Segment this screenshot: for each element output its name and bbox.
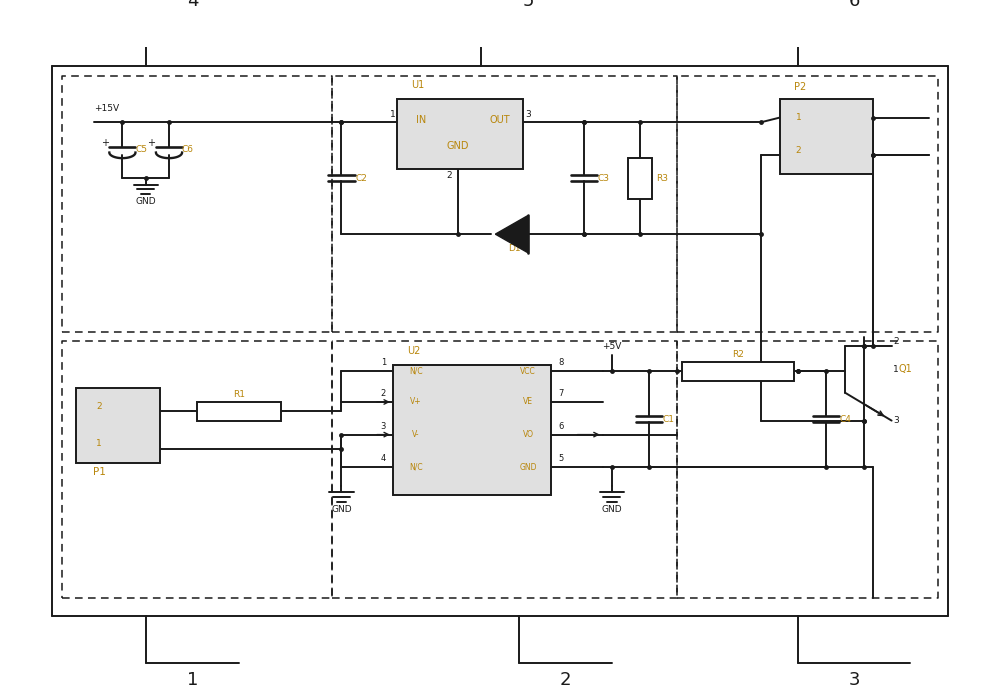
- Bar: [393, 365, 551, 495]
- Text: +: +: [147, 138, 155, 148]
- Text: VO: VO: [522, 430, 533, 439]
- Text: 7: 7: [558, 389, 563, 398]
- Text: 1: 1: [381, 359, 386, 368]
- Text: +: +: [101, 138, 109, 148]
- Text: 3: 3: [525, 111, 531, 120]
- Text: D1: D1: [508, 244, 520, 253]
- Text: 1: 1: [795, 113, 801, 122]
- Text: 4: 4: [381, 455, 386, 464]
- Text: 3: 3: [893, 416, 899, 425]
- Text: C3: C3: [597, 173, 609, 182]
- Text: 2: 2: [796, 146, 801, 155]
- Text: V-: V-: [412, 430, 420, 439]
- Text: GND: GND: [447, 140, 469, 151]
- Bar: [397, 99, 523, 169]
- Bar: [197, 402, 281, 421]
- Text: C6: C6: [182, 145, 194, 154]
- Text: GND: GND: [519, 463, 537, 472]
- Text: +15V: +15V: [94, 104, 120, 113]
- Text: C2: C2: [355, 173, 367, 182]
- Text: R3: R3: [656, 173, 668, 182]
- Text: GND: GND: [602, 504, 622, 513]
- Bar: [780, 99, 873, 173]
- Text: IN: IN: [416, 115, 426, 125]
- Text: 2: 2: [446, 171, 452, 180]
- Text: 1: 1: [187, 671, 198, 689]
- Text: VE: VE: [523, 397, 533, 406]
- Bar: [76, 388, 160, 462]
- Bar: [682, 362, 794, 381]
- Text: 6: 6: [558, 422, 563, 430]
- Text: 2: 2: [381, 389, 386, 398]
- Text: C4: C4: [840, 415, 852, 424]
- Text: 8: 8: [558, 359, 563, 368]
- Text: Q1: Q1: [899, 364, 912, 375]
- Text: N/C: N/C: [409, 463, 423, 472]
- Text: 1: 1: [390, 111, 396, 120]
- Text: R2: R2: [732, 350, 744, 359]
- Text: 1: 1: [96, 439, 102, 448]
- Text: 1: 1: [893, 365, 899, 374]
- Text: 5: 5: [522, 0, 534, 10]
- Text: N/C: N/C: [409, 367, 423, 376]
- Text: P2: P2: [794, 82, 806, 92]
- Text: R1: R1: [233, 390, 245, 399]
- Text: OUT: OUT: [490, 115, 510, 125]
- Text: C1: C1: [663, 415, 675, 424]
- Text: V+: V+: [410, 397, 422, 406]
- Text: 2: 2: [560, 671, 571, 689]
- Text: 5: 5: [558, 455, 563, 464]
- Text: GND: GND: [331, 504, 352, 513]
- Text: VCC: VCC: [520, 367, 536, 376]
- Text: C5: C5: [135, 145, 147, 154]
- Text: 4: 4: [187, 0, 198, 10]
- Text: 3: 3: [381, 422, 386, 430]
- Text: P1: P1: [93, 467, 106, 477]
- Text: GND: GND: [135, 197, 156, 206]
- Text: 2: 2: [893, 337, 899, 346]
- Text: 2: 2: [96, 402, 102, 411]
- Text: U1: U1: [411, 80, 425, 90]
- Text: U2: U2: [407, 346, 420, 356]
- Polygon shape: [495, 216, 528, 253]
- Text: 3: 3: [849, 671, 860, 689]
- Text: 6: 6: [849, 0, 860, 10]
- Text: +5V: +5V: [602, 341, 622, 350]
- Bar: [628, 158, 652, 199]
